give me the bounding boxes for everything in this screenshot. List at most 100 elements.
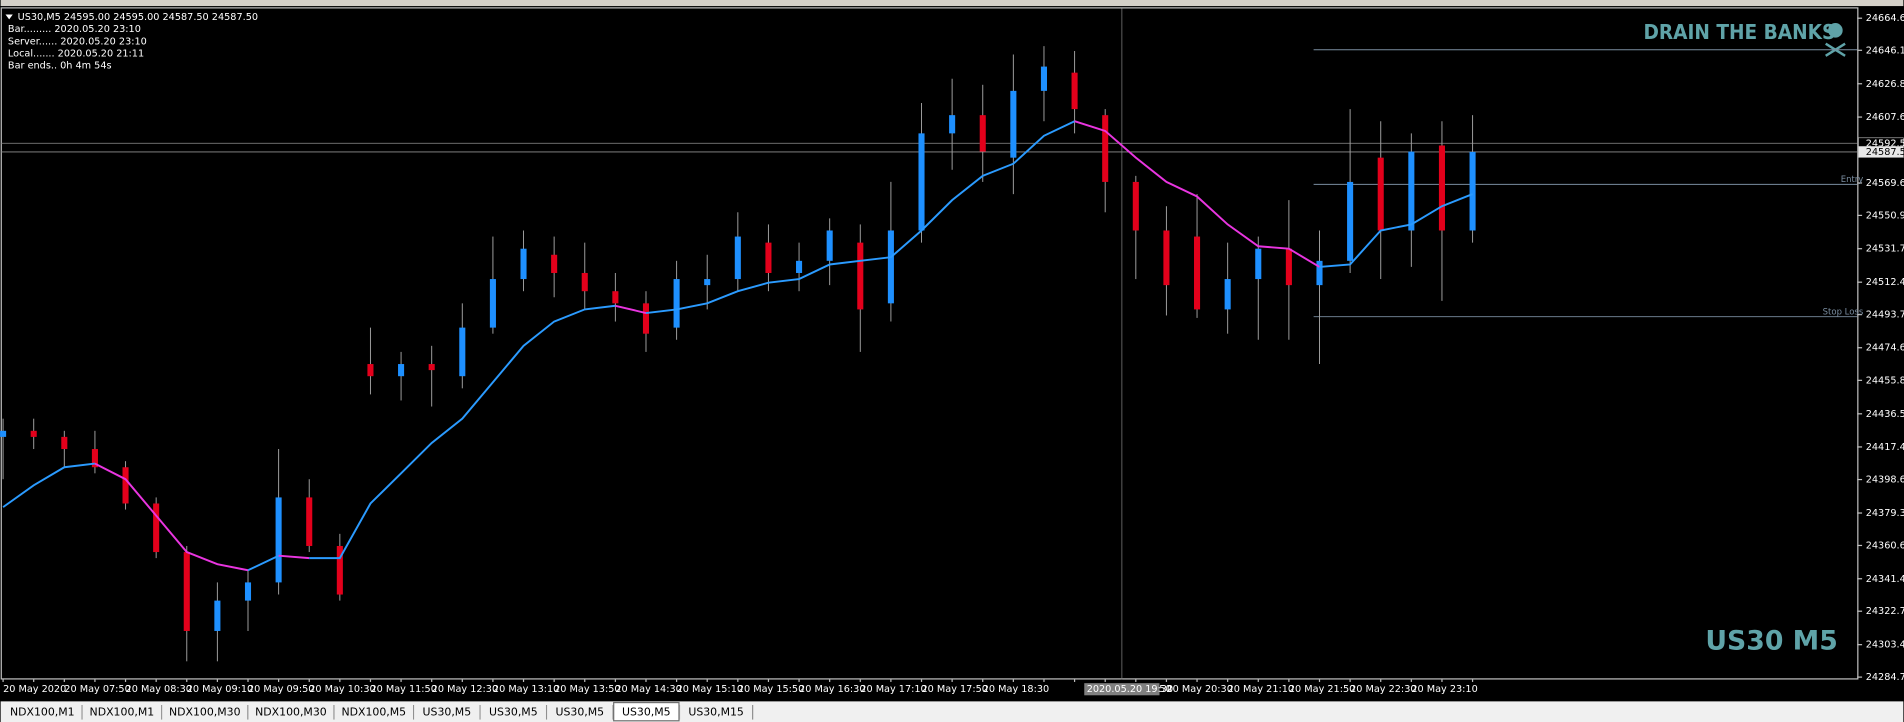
moving-average: [1319, 193, 1473, 268]
crosshair-label-bg: [1084, 683, 1160, 696]
y-tick-label: 24493.7: [1866, 310, 1904, 321]
moving-average: [309, 304, 616, 560]
x-tick-label: 20 May 17:10: [860, 684, 926, 695]
tab[interactable]: [547, 702, 613, 721]
candle-body: [1224, 279, 1231, 310]
y-tick-label: 24379.3: [1866, 508, 1904, 519]
tab-label[interactable]: US30,M5: [489, 705, 538, 718]
price-label: 24587.5: [1866, 147, 1904, 158]
x-tick-label: 20 May 13:50: [554, 684, 620, 695]
candle-body: [428, 364, 435, 371]
tab-label[interactable]: US30,M5: [423, 705, 472, 718]
x-tick-label: 20 May 09:10: [187, 684, 253, 695]
candle-body: [918, 133, 925, 231]
candle-body: [949, 115, 956, 134]
x-tick-label: 20 May 22:30: [1350, 684, 1416, 695]
candle-body: [275, 497, 282, 583]
candle-body: [1010, 90, 1017, 158]
tab[interactable]: [334, 702, 413, 721]
x-tick-label: 20 May 15:50: [738, 684, 804, 695]
y-tick-label: 24607.6: [1866, 112, 1904, 123]
candle-body: [0, 430, 7, 437]
moving-average: [615, 304, 647, 314]
tab-label[interactable]: NDX100,M1: [10, 705, 75, 718]
candle-body: [398, 364, 405, 377]
candle-body: [704, 279, 711, 286]
tab-label[interactable]: NDX100,M1: [90, 705, 155, 718]
tab[interactable]: [680, 702, 753, 721]
candle-body: [1377, 157, 1384, 231]
x-tick-label: 20 May 11:50: [370, 684, 436, 695]
y-tick-label: 24360.6: [1866, 540, 1904, 551]
candle-body: [520, 248, 527, 280]
y-tick-label: 24474.6: [1866, 343, 1904, 354]
tab-label[interactable]: NDX100,M5: [341, 705, 406, 718]
candle-body: [1255, 248, 1262, 280]
info-line: US30,M5 24595.00 24595.00 24587.50 24587…: [18, 12, 258, 23]
candle-body: [642, 303, 650, 334]
tab-label[interactable]: NDX100,M30: [255, 705, 327, 718]
candle-body: [489, 279, 496, 328]
tab[interactable]: [162, 702, 248, 721]
tab[interactable]: [3, 702, 82, 721]
candle-body: [1040, 66, 1048, 91]
candle-body: [1316, 260, 1323, 286]
tab-label[interactable]: NDX100,M30: [169, 705, 241, 718]
x-tick-label: 20 May 21:50: [1289, 684, 1355, 695]
candle-body: [1163, 230, 1170, 286]
candle-body: [826, 230, 833, 261]
candle-body: [857, 242, 864, 310]
candle-body: [459, 327, 466, 377]
moving-average: [645, 120, 1076, 315]
candle-body: [30, 430, 37, 437]
candle-body: [1438, 145, 1445, 231]
tab[interactable]: [82, 702, 162, 721]
candle-body: [1408, 151, 1415, 231]
candle-body: [581, 272, 588, 292]
candle-body: [1132, 181, 1139, 231]
watermark: DRAIN THE BANKS: [1643, 20, 1835, 44]
candle-body: [244, 582, 252, 601]
x-tick-label: 20 May 13:10: [493, 684, 559, 695]
tab[interactable]: [414, 702, 480, 721]
symbol-watermark: US30 M5: [1705, 625, 1837, 656]
x-tick-label: 20 May 21:10: [1228, 684, 1294, 695]
y-tick-label: 24341.4: [1866, 574, 1904, 585]
x-tick-label: 20 May 2020: [3, 684, 66, 695]
x-tick-label: 20 May 20:30: [1166, 684, 1232, 695]
x-tick-label: 20 May 08:30: [126, 684, 192, 695]
y-tick-label: 24664.6: [1866, 13, 1904, 24]
candle-body: [1102, 115, 1109, 182]
moving-average: [94, 462, 249, 572]
x-tick-label: 20 May 09:50: [248, 684, 314, 695]
y-tick-label: 24436.5: [1866, 409, 1904, 420]
candle-body: [183, 552, 190, 631]
candle-body: [673, 279, 680, 328]
x-tick-label: 20 May 07:50: [64, 684, 130, 695]
moving-average: [247, 554, 280, 572]
candle-body: [551, 254, 558, 273]
y-tick-label: 24646.1: [1866, 45, 1904, 56]
tab-label[interactable]: US30,M5: [556, 705, 605, 718]
y-tick-label: 24531.7: [1866, 244, 1904, 255]
x-tick-label: 20 May 18:30: [983, 684, 1049, 695]
tab[interactable]: [480, 702, 546, 721]
info-line: Bar ends.. 0h 4m 54s: [8, 61, 112, 72]
info-line: Server...... 2020.05.20 23:10: [8, 36, 147, 47]
y-tick-label: 24455.8: [1866, 375, 1904, 386]
moving-average: [1074, 120, 1320, 268]
tab-label[interactable]: US30,M15: [688, 705, 744, 718]
tab[interactable]: [248, 702, 334, 721]
y-tick-label: 24626.8: [1866, 79, 1904, 90]
x-tick-label: 20 May 14:30: [615, 684, 681, 695]
crosshair-label: 2020.05.20 19:30: [1087, 684, 1173, 695]
x-tick-label: 20 May 10:30: [309, 684, 375, 695]
y-tick-label: 24417.4: [1866, 442, 1904, 453]
price-label-bg: [1858, 146, 1904, 158]
candle-body: [1285, 248, 1292, 286]
tab-label[interactable]: US30,M5: [622, 705, 671, 718]
collapse-icon[interactable]: [5, 14, 13, 20]
candle-body: [887, 230, 894, 304]
y-tick-label: 24322.7: [1866, 606, 1904, 617]
